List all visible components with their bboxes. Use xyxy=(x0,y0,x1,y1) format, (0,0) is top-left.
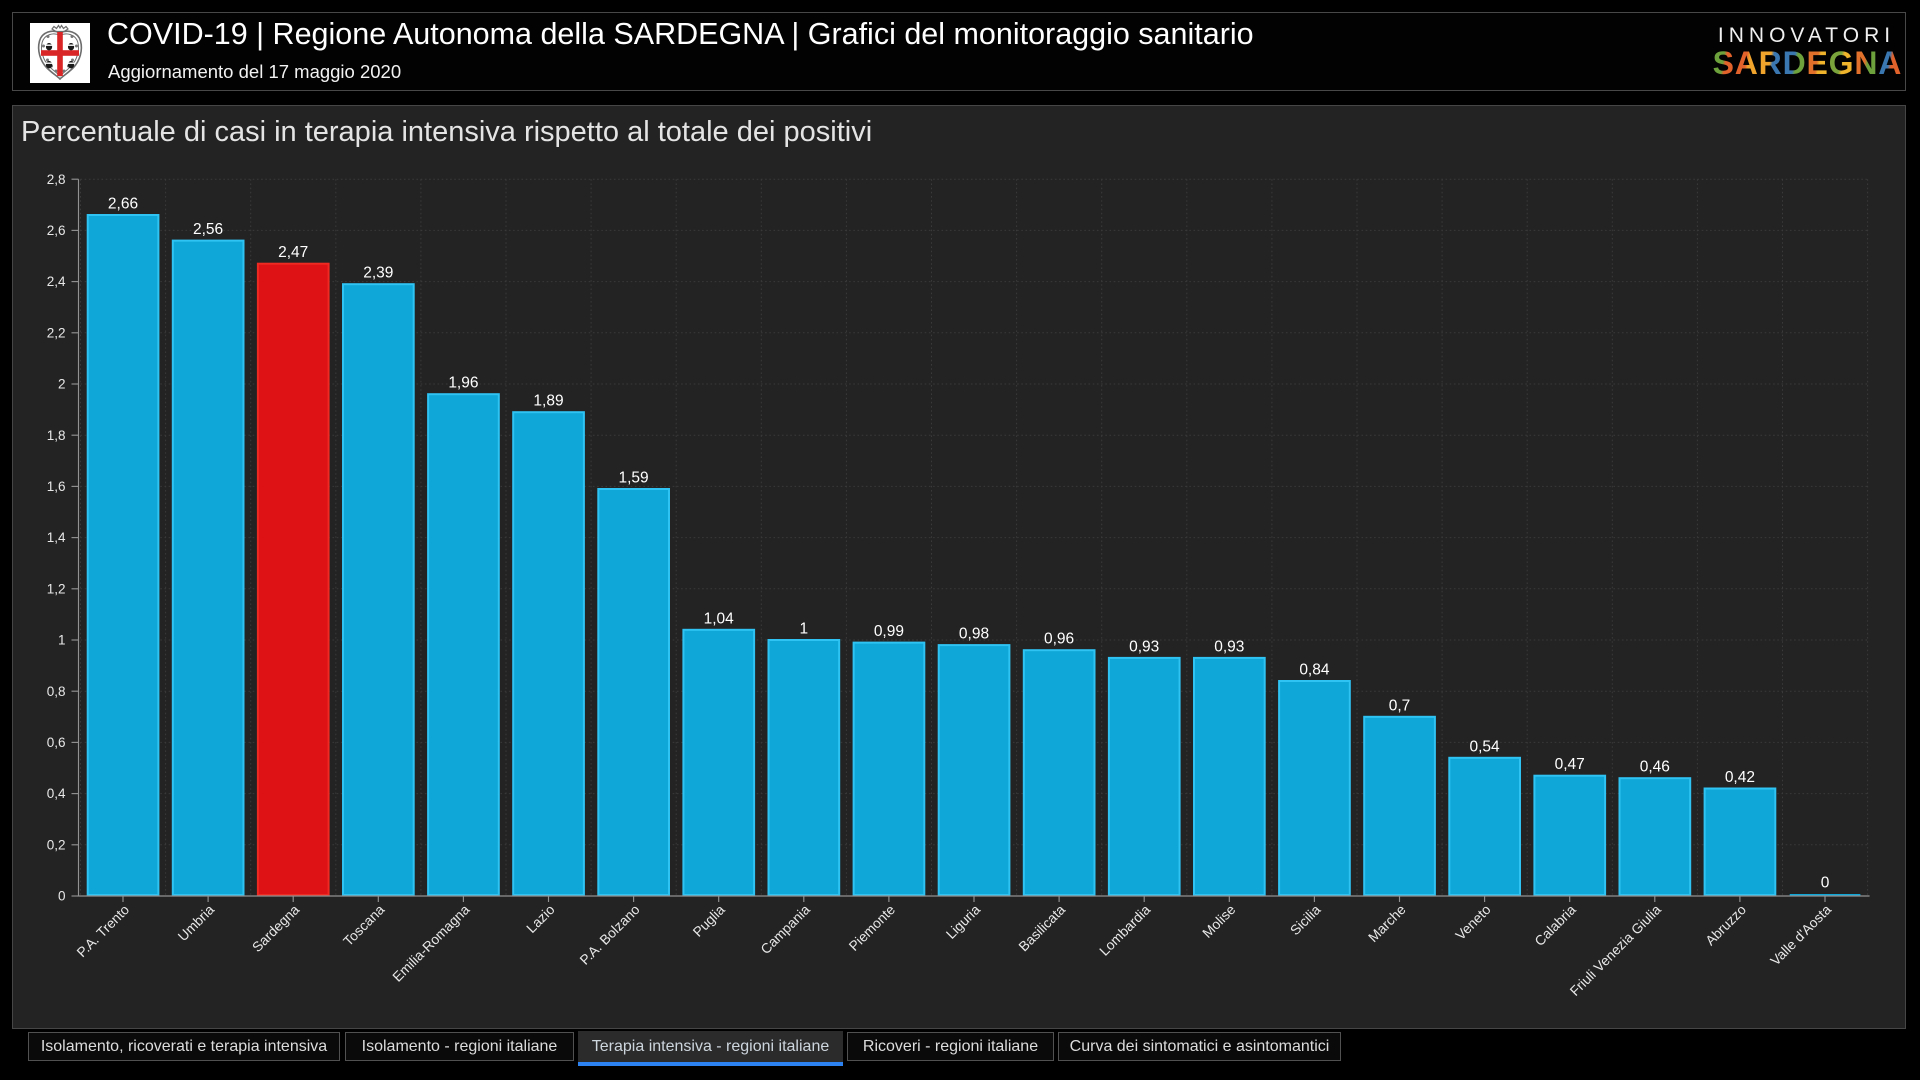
svg-text:Puglia: Puglia xyxy=(690,902,728,940)
svg-text:0: 0 xyxy=(58,889,66,904)
svg-text:0,98: 0,98 xyxy=(959,626,989,643)
svg-text:Valle d'Aosta: Valle d'Aosta xyxy=(1768,902,1835,969)
svg-text:2,6: 2,6 xyxy=(47,223,66,238)
svg-text:Piemonte: Piemonte xyxy=(846,902,898,954)
svg-text:0,7: 0,7 xyxy=(1389,697,1411,714)
svg-text:1,2: 1,2 xyxy=(47,581,66,596)
svg-text:Calabria: Calabria xyxy=(1532,902,1579,949)
svg-text:0,6: 0,6 xyxy=(47,735,66,750)
svg-text:Lazio: Lazio xyxy=(524,902,558,936)
svg-text:Basilicata: Basilicata xyxy=(1016,902,1069,955)
svg-text:Umbria: Umbria xyxy=(175,902,217,944)
svg-text:0,8: 0,8 xyxy=(47,684,66,699)
svg-text:0,46: 0,46 xyxy=(1640,759,1670,776)
svg-text:1,4: 1,4 xyxy=(47,530,66,545)
svg-text:1,6: 1,6 xyxy=(47,479,66,494)
svg-text:Toscana: Toscana xyxy=(340,902,387,949)
svg-text:1,96: 1,96 xyxy=(448,375,478,392)
svg-text:Lombardia: Lombardia xyxy=(1097,902,1154,959)
svg-text:0,47: 0,47 xyxy=(1555,756,1585,773)
svg-text:0,93: 0,93 xyxy=(1214,638,1244,655)
svg-text:Emilia-Romagna: Emilia-Romagna xyxy=(390,902,473,985)
svg-text:1,59: 1,59 xyxy=(619,470,649,487)
svg-text:1: 1 xyxy=(799,621,808,638)
svg-text:2,2: 2,2 xyxy=(47,325,66,340)
svg-text:Friuli Venezia Giulia: Friuli Venezia Giulia xyxy=(1567,902,1664,999)
svg-text:Marche: Marche xyxy=(1365,902,1408,945)
svg-text:2: 2 xyxy=(58,377,66,392)
svg-text:P.A. Bolzano: P.A. Bolzano xyxy=(577,902,643,968)
svg-text:2,39: 2,39 xyxy=(363,265,393,282)
svg-text:0,42: 0,42 xyxy=(1725,769,1755,786)
svg-text:2,66: 2,66 xyxy=(108,196,138,213)
svg-text:0,4: 0,4 xyxy=(47,786,66,801)
svg-text:0,84: 0,84 xyxy=(1299,662,1330,679)
svg-text:0,54: 0,54 xyxy=(1470,738,1501,755)
svg-text:2,56: 2,56 xyxy=(193,221,223,238)
svg-text:2,4: 2,4 xyxy=(47,274,66,289)
svg-text:Sicilia: Sicilia xyxy=(1287,902,1323,938)
svg-text:Molise: Molise xyxy=(1200,902,1239,941)
svg-text:Sardegna: Sardegna xyxy=(249,902,302,955)
svg-text:1,8: 1,8 xyxy=(47,428,66,443)
svg-text:0: 0 xyxy=(1821,875,1830,892)
svg-text:Liguria: Liguria xyxy=(943,902,983,942)
svg-text:P.A. Trento: P.A. Trento xyxy=(74,902,132,960)
svg-text:Campania: Campania xyxy=(758,902,813,957)
svg-text:0,2: 0,2 xyxy=(47,837,66,852)
svg-text:0,99: 0,99 xyxy=(874,623,904,640)
svg-text:Veneto: Veneto xyxy=(1453,902,1494,943)
svg-text:1: 1 xyxy=(58,633,66,648)
svg-text:0,93: 0,93 xyxy=(1129,638,1159,655)
svg-text:1,89: 1,89 xyxy=(533,393,563,410)
svg-text:0,96: 0,96 xyxy=(1044,631,1074,648)
svg-text:Abruzzo: Abruzzo xyxy=(1703,902,1750,949)
svg-text:1,04: 1,04 xyxy=(704,610,735,627)
svg-text:2,8: 2,8 xyxy=(47,172,66,187)
svg-text:2,47: 2,47 xyxy=(278,244,308,261)
